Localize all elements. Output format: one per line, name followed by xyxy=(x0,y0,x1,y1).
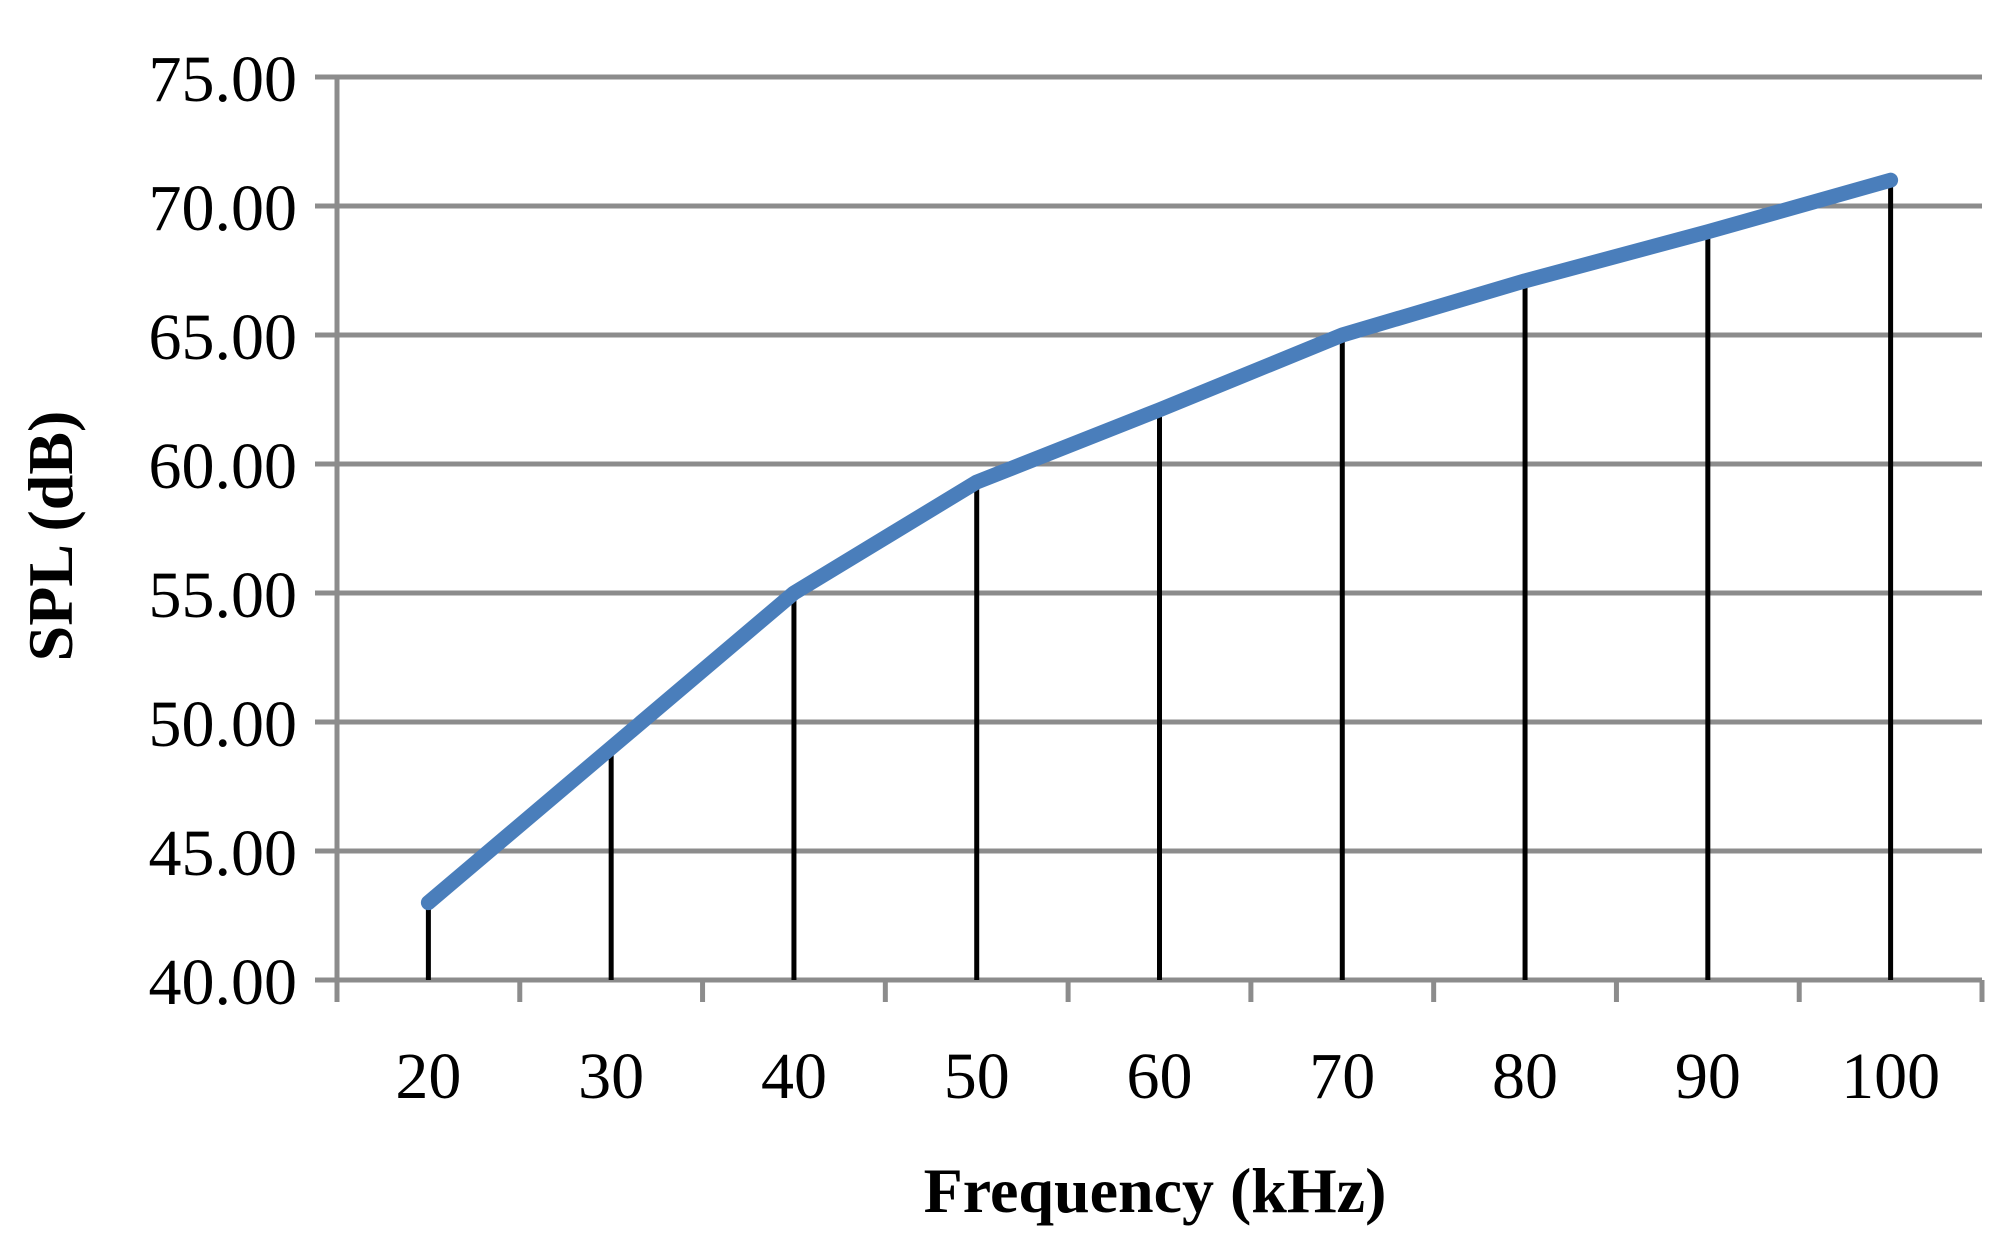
y-tick-label: 75.00 xyxy=(149,43,298,116)
axes xyxy=(315,74,1985,1002)
x-tick-label: 60 xyxy=(1127,1040,1193,1113)
x-tick-label: 70 xyxy=(1309,1040,1375,1113)
x-tick-labels: 20 30 40 50 60 70 80 90 100 xyxy=(395,1040,1940,1113)
y-tick-label: 65.00 xyxy=(149,301,298,374)
y-tick-labels: 40.00 45.00 50.00 55.00 60.00 65.00 70.00 75.00 xyxy=(149,43,298,1019)
x-tick-label: 80 xyxy=(1492,1040,1558,1113)
y-tick-label: 45.00 xyxy=(149,817,298,890)
y-axis-title: SPL (dB) xyxy=(15,411,86,662)
drop-lines xyxy=(425,180,1894,980)
x-tick-label: 100 xyxy=(1841,1040,1940,1113)
x-tick-label: 30 xyxy=(578,1040,644,1113)
y-tick-label: 55.00 xyxy=(149,559,298,632)
x-tick-label: 20 xyxy=(395,1040,461,1113)
x-axis-title: Frequency (kHz) xyxy=(924,1155,1387,1226)
y-tick-label: 40.00 xyxy=(149,946,298,1019)
y-tick-label: 60.00 xyxy=(149,430,298,503)
x-tick-label: 90 xyxy=(1675,1040,1741,1113)
y-tick-label: 70.00 xyxy=(149,172,298,245)
y-tick-label: 50.00 xyxy=(149,688,298,761)
series-layer xyxy=(420,172,1899,911)
series-line xyxy=(420,172,1899,911)
x-tick-label: 40 xyxy=(761,1040,827,1113)
x-tick-label: 50 xyxy=(944,1040,1010,1113)
